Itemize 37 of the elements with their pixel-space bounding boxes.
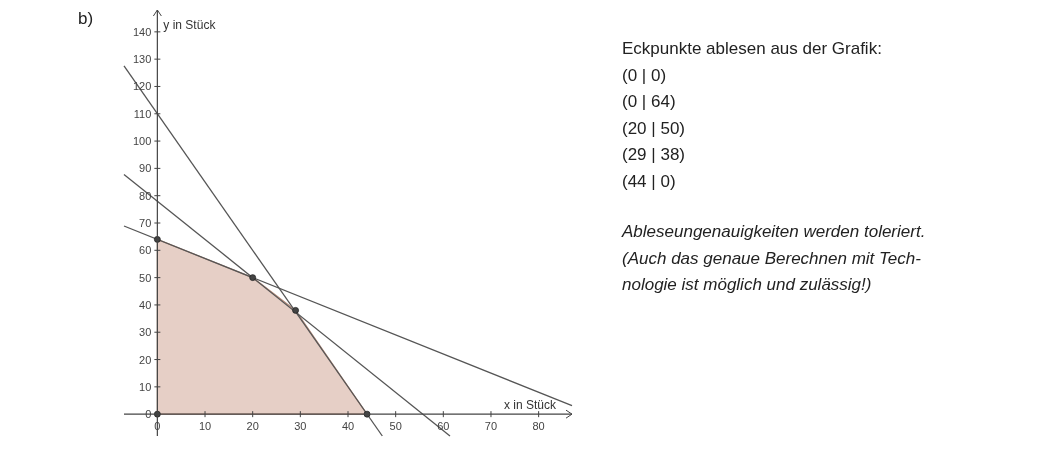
text: (44 | 0)	[622, 171, 676, 191]
text: Ableseungenauigkeiten werden toleriert.	[621, 222, 926, 241]
y-tick-label: 90	[139, 162, 152, 175]
y-tick-label: 140	[133, 25, 152, 38]
y-tick-label: 110	[133, 107, 152, 120]
text: nologie ist möglich und zulässig!)	[622, 275, 872, 294]
text: Eckpunkte ablesen aus der Grafik:	[622, 39, 882, 58]
x-axis-title: x in Stück	[503, 398, 557, 413]
text: b)	[78, 9, 94, 28]
text: (20 | 50)	[622, 118, 686, 138]
text: (0 | 64)	[622, 92, 676, 111]
y-tick-label: 80	[139, 189, 152, 202]
y-tick-label: 20	[139, 353, 152, 366]
x-tick-label: 50	[389, 420, 402, 433]
x-tick-label: 30	[294, 420, 307, 433]
x-tick-label: 60	[437, 420, 450, 433]
text: (Auch das genaue Berechnen mit Tech-	[622, 248, 922, 268]
x-tick-label: 10	[198, 420, 212, 433]
text: (29 | 38)	[622, 145, 686, 164]
y-axis-title: y in Stück	[163, 18, 217, 32]
y-tick-label: 30	[139, 326, 152, 339]
x-tick-label: 20	[246, 420, 259, 433]
y-tick-label: 100	[133, 135, 152, 148]
y-tick-label: 60	[139, 244, 152, 257]
y-tick-label: 70	[139, 217, 152, 229]
y-tick-label: 50	[139, 271, 152, 284]
point	[249, 274, 257, 281]
point	[153, 236, 161, 243]
x-tick-label: 80	[532, 420, 545, 433]
x-tick-label: 70	[484, 420, 498, 433]
y-tick-label: 130	[133, 53, 152, 66]
text: (0 | 0)	[622, 65, 667, 85]
y-tick-label: 40	[139, 298, 152, 311]
x-tick-label: 40	[341, 420, 355, 433]
y-tick-label: 10	[139, 380, 152, 393]
point	[363, 410, 371, 418]
point	[292, 307, 299, 314]
